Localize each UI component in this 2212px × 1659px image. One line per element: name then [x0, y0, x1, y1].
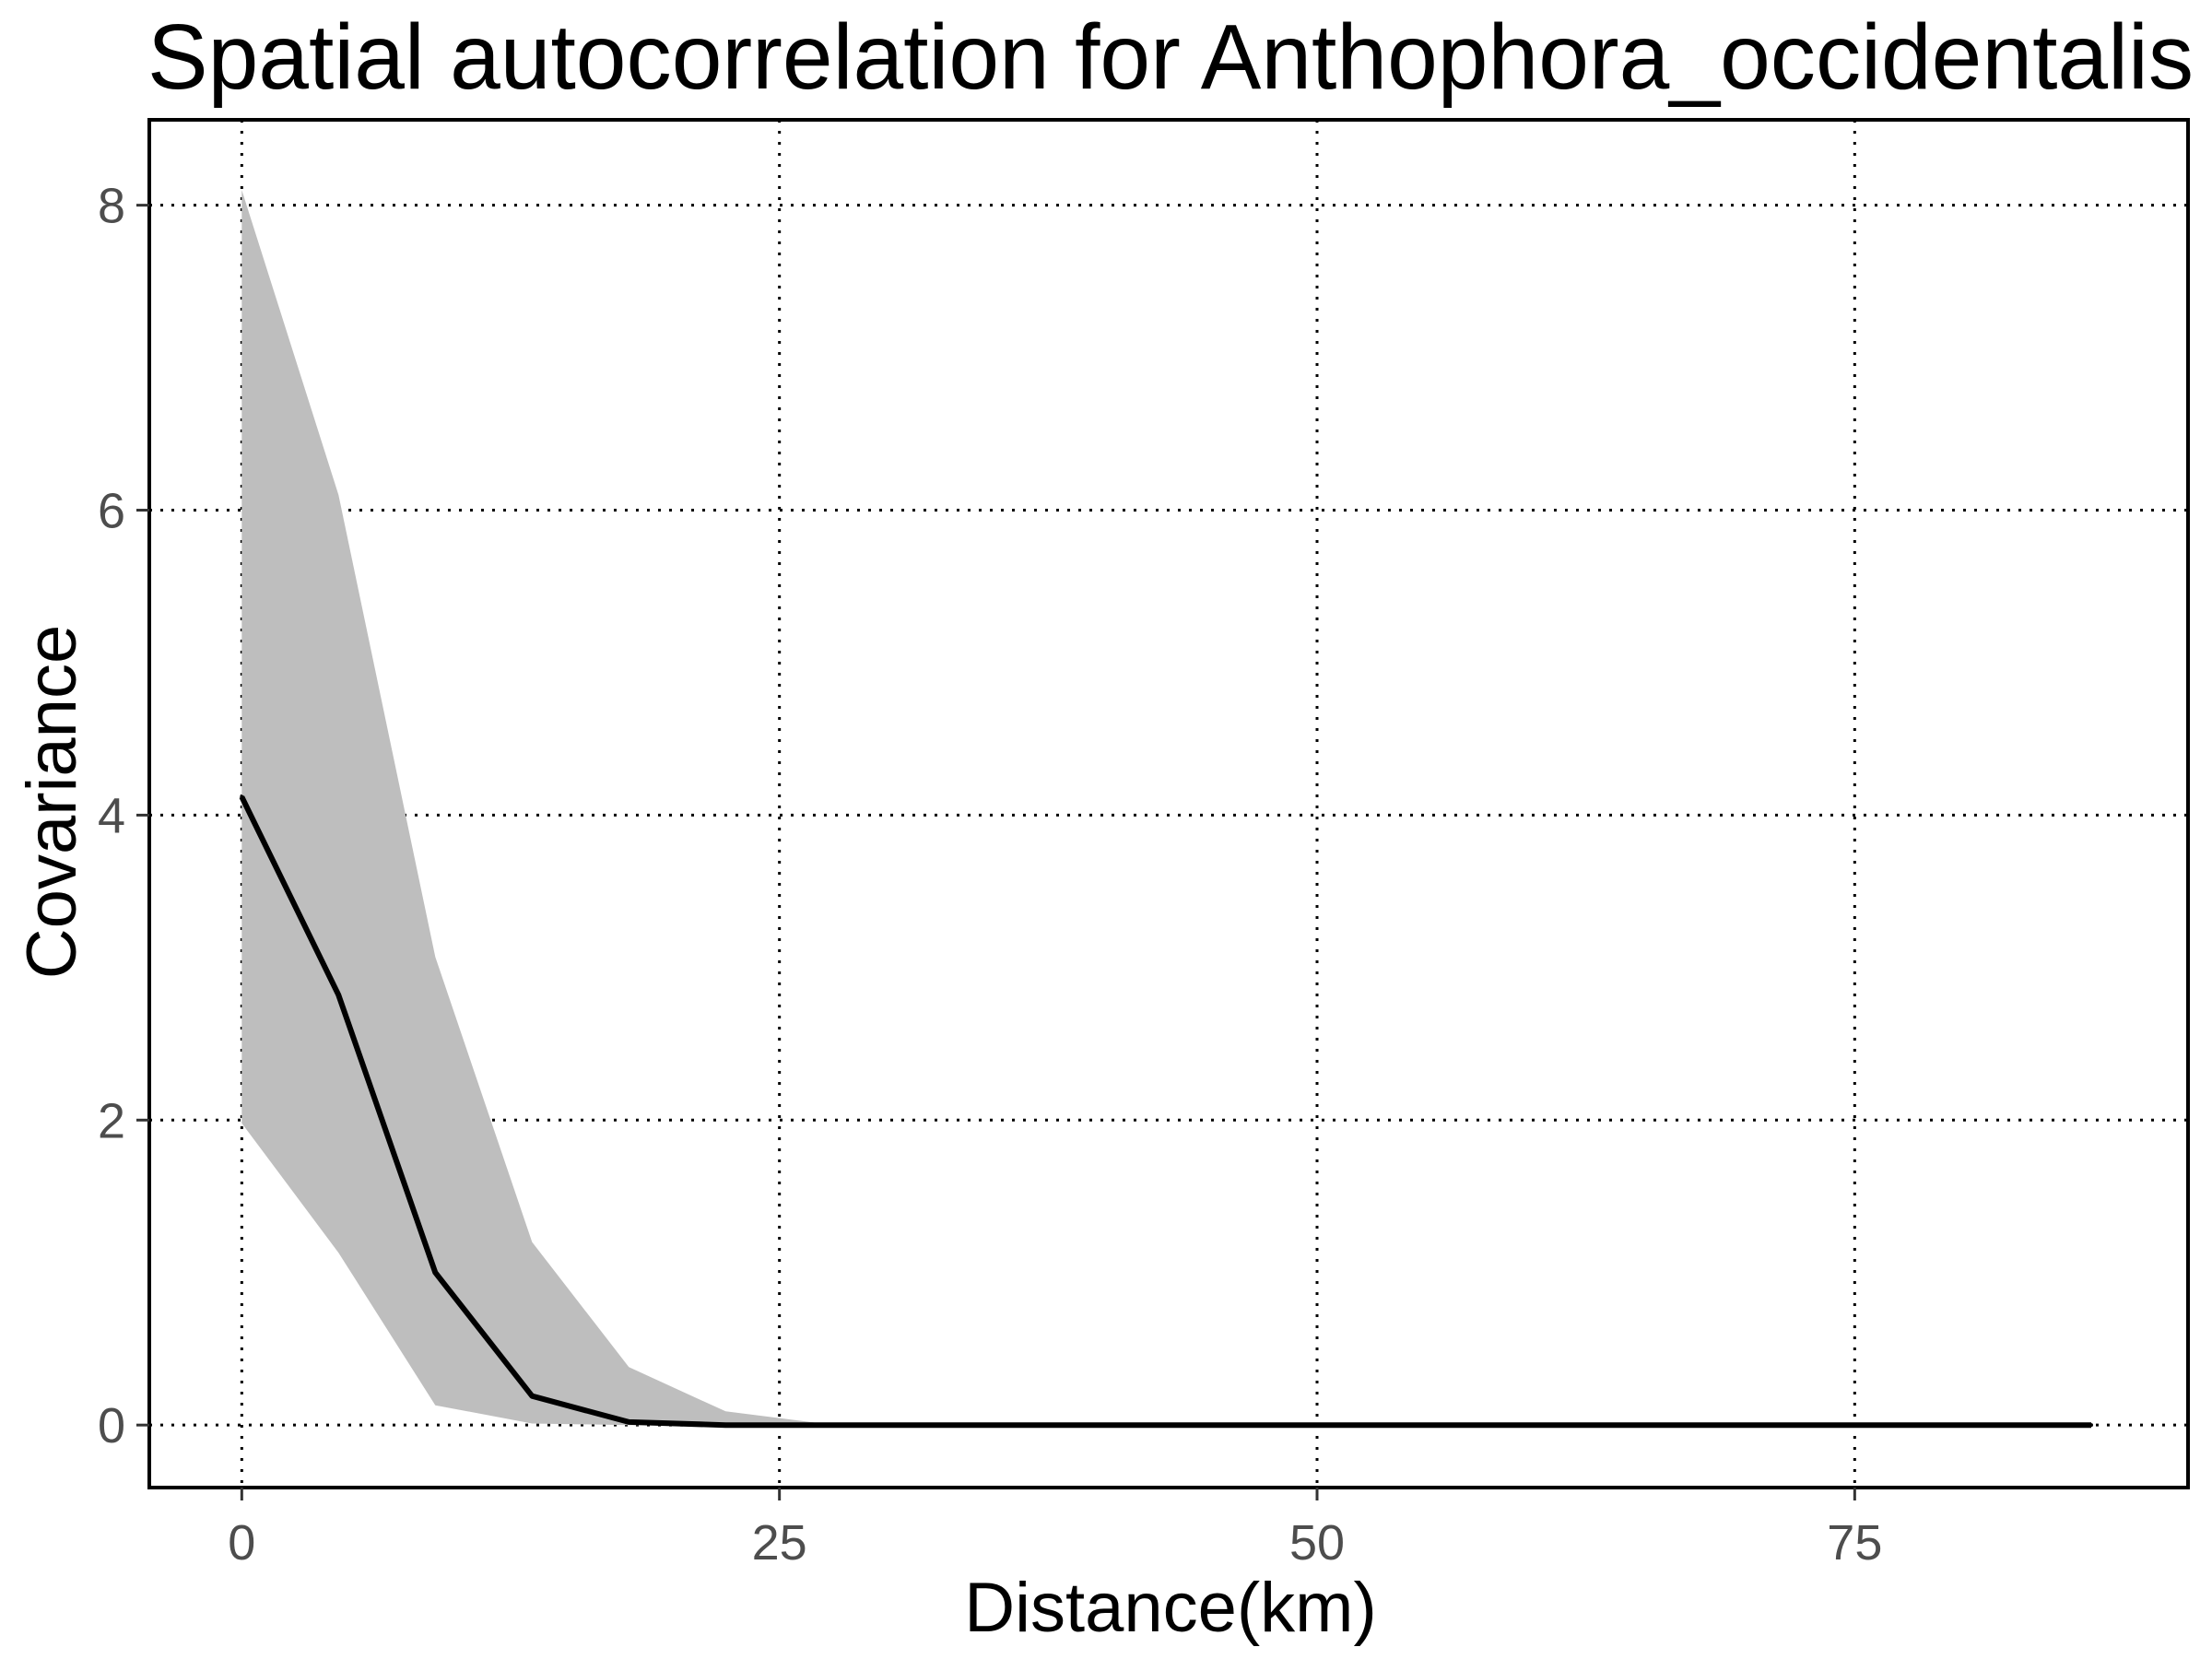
x-tick-label: 50: [1289, 1515, 1345, 1571]
plot-frame: [147, 118, 2190, 1489]
data-point: [1401, 1423, 1406, 1428]
data-point: [1498, 1423, 1502, 1428]
y-axis-title: Covariance: [13, 625, 91, 979]
y-tick-label: 0: [98, 1398, 125, 1453]
y-tick-label: 6: [98, 484, 125, 539]
y-tick-label: 2: [98, 1093, 125, 1148]
data-point: [1304, 1423, 1309, 1428]
data-point: [240, 794, 244, 799]
confidence-band-layer: [241, 190, 2091, 1426]
data-points-layer: [240, 794, 2093, 1428]
data-point: [530, 1394, 535, 1398]
covariance-line: [239, 795, 2091, 1429]
y-axis-ticks: 0 2 4 6 8: [98, 179, 149, 1453]
y-tick-label: 8: [98, 179, 125, 234]
data-point: [336, 993, 341, 997]
data-point: [433, 1270, 438, 1275]
data-point: [1885, 1423, 1889, 1428]
chart-title: Spatial autocorrelation for Anthophora_o…: [147, 6, 2194, 109]
data-point: [917, 1423, 922, 1428]
data-point: [1982, 1423, 1986, 1428]
data-point: [1691, 1423, 1696, 1428]
x-tick-label: 0: [228, 1515, 255, 1571]
data-point: [724, 1423, 728, 1428]
data-point: [2089, 1423, 2093, 1428]
confidence-band: [241, 190, 2091, 1426]
data-point: [820, 1423, 825, 1428]
data-point: [1014, 1423, 1018, 1428]
y-tick-label: 4: [98, 788, 125, 843]
x-axis-ticks: 0 25 50 75: [228, 1488, 1882, 1571]
x-tick-label: 25: [752, 1515, 807, 1571]
data-point: [1111, 1423, 1115, 1428]
data-point: [1788, 1423, 1793, 1428]
data-point: [1207, 1423, 1212, 1428]
covariance-line-layer: [239, 795, 2091, 1429]
x-tick-label: 75: [1827, 1515, 1882, 1571]
data-point: [1594, 1423, 1599, 1428]
data-point: [627, 1419, 631, 1424]
x-axis-title: Distance(km): [964, 1569, 1377, 1647]
